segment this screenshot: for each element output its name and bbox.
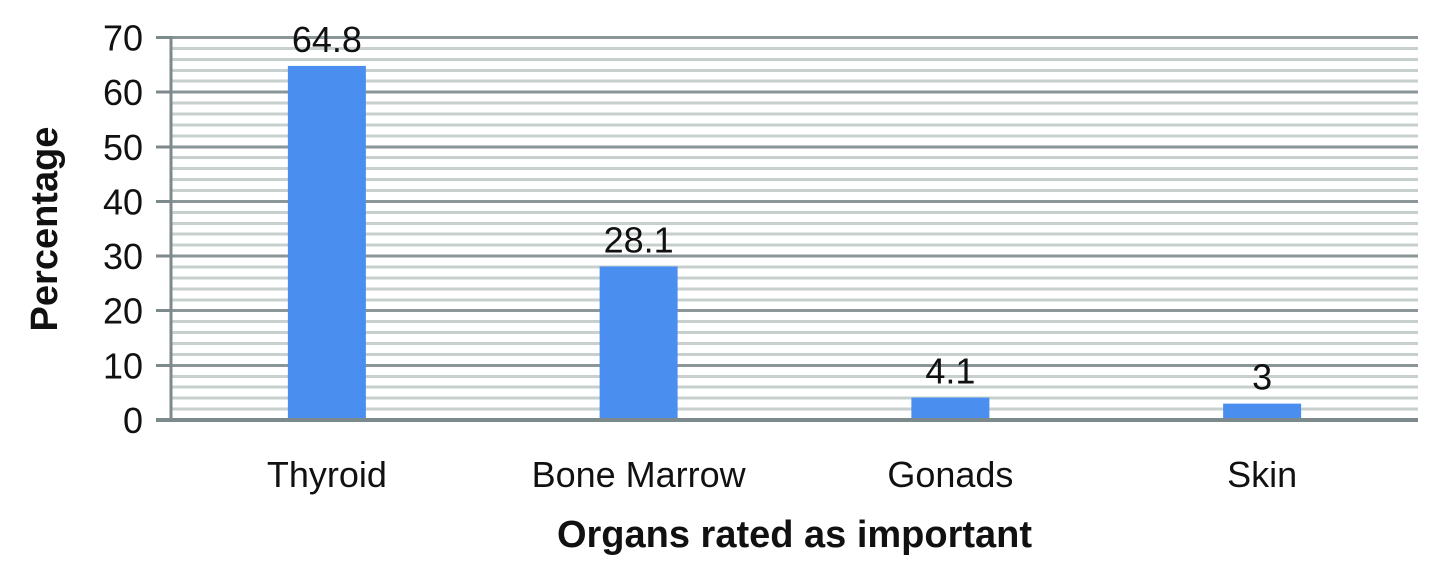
bar-value-label: 4.1 — [925, 351, 975, 392]
y-tick-label: 0 — [123, 400, 143, 441]
x-category-label: Skin — [1227, 454, 1297, 495]
y-tick-label: 10 — [103, 345, 143, 386]
bar — [287, 65, 366, 421]
y-tick-label: 30 — [103, 236, 143, 277]
bar — [1223, 403, 1302, 420]
bar — [599, 266, 678, 420]
bar-value-label: 64.8 — [292, 19, 362, 60]
x-category-label: Gonads — [887, 454, 1013, 495]
y-tick-label: 40 — [103, 181, 143, 222]
y-tick-label: 70 — [103, 18, 143, 59]
bar — [911, 397, 990, 420]
bar-value-label: 28.1 — [604, 219, 674, 260]
x-axis-title: Organs rated as important — [556, 514, 1033, 556]
bar-value-label: 3 — [1252, 357, 1272, 398]
x-category-label: Bone Marrow — [532, 454, 747, 495]
y-axis-title: Percentage — [24, 126, 66, 332]
y-tick-label: 60 — [103, 72, 143, 113]
y-tick-label: 20 — [103, 291, 143, 332]
y-tick-label: 50 — [103, 127, 143, 168]
x-category-label: Thyroid — [267, 454, 387, 495]
